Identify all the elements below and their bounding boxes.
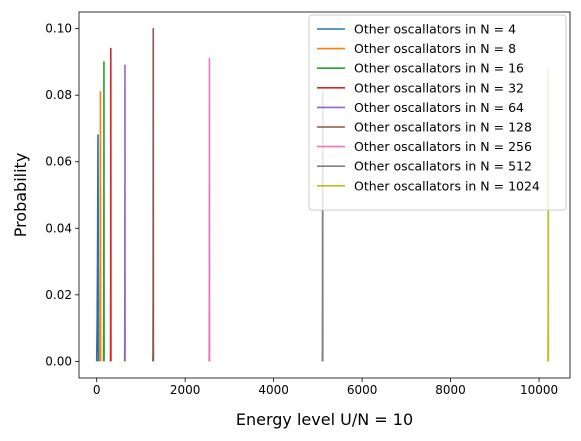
series-line-4: [109, 47, 112, 362]
series-line-6: [152, 27, 155, 362]
legend: Other oscallators in N = 4 Other oscallat…: [308, 14, 567, 211]
x-tick-label: 10000: [520, 383, 558, 397]
series-line-3: [102, 61, 105, 362]
x-tick-label: 4000: [258, 383, 289, 397]
x-axis-label: Energy level U/N = 10: [236, 410, 413, 429]
axes: 0 2000 4000 6000 8000 10000 0.00 0.02 0.04 0.06 0.…: [11, 11, 571, 429]
legend-label-8: Other oscallators in N = 512: [354, 159, 532, 174]
plot-frame: [78, 11, 571, 379]
y-tick-label: 0.10: [45, 22, 72, 36]
x-tick-label: 0: [93, 383, 101, 397]
legend-label-7: Other oscallators in N = 256: [354, 139, 532, 154]
legend-label-9: Other oscallators in N = 1024: [354, 178, 540, 193]
legend-label-5: Other oscallators in N = 64: [354, 100, 524, 115]
series-line-7: [208, 57, 211, 362]
legend-box: [308, 14, 567, 211]
y-tick-label: 0.06: [45, 155, 72, 169]
legend-label-6: Other oscallators in N = 128: [354, 120, 532, 135]
x-tick-label: 8000: [435, 383, 466, 397]
y-tick-label: 0.00: [45, 354, 72, 368]
series-line-2: [98, 91, 102, 362]
legend-label-2: Other oscallators in N = 8: [354, 41, 516, 56]
y-tick-label: 0.02: [45, 288, 72, 302]
plot-lines: [95, 27, 550, 362]
y-axis-label: Probability: [11, 153, 30, 238]
legend-label-1: Other oscallators in N = 4: [354, 22, 516, 37]
y-tick-label: 0.08: [45, 88, 72, 102]
x-tick-label: 6000: [347, 383, 378, 397]
series-line-1: [95, 134, 100, 362]
legend-label-4: Other oscallators in N = 32: [354, 80, 524, 95]
legend-label-3: Other oscallators in N = 16: [354, 61, 524, 76]
series-line-5: [123, 64, 126, 362]
y-tick-label: 0.04: [45, 221, 72, 235]
x-tick-label: 2000: [170, 383, 201, 397]
